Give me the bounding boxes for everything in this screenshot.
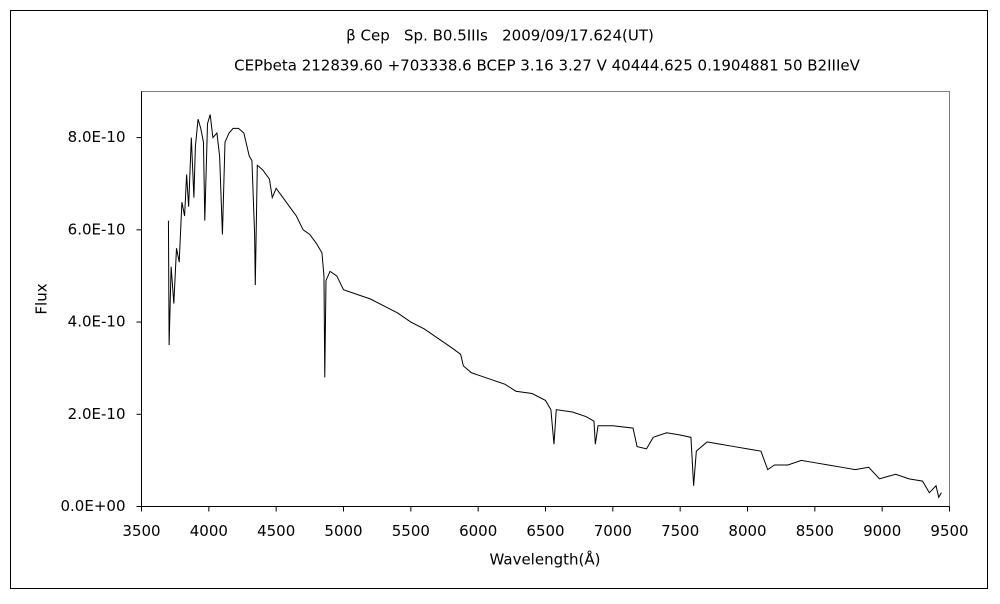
y-tick-label: 2.0E-10 [68, 405, 126, 423]
x-tick-label: 5000 [324, 522, 362, 540]
y-axis-label: Flux [33, 283, 51, 314]
y-tick-label: 0.0E+00 [61, 497, 126, 515]
x-tick-label: 4500 [257, 522, 295, 540]
x-tick-label: 7500 [661, 522, 699, 540]
x-tick-label: 8500 [796, 522, 834, 540]
x-tick-label: 6000 [459, 522, 497, 540]
chart-subtitle: CEPbeta 212839.60 +703338.6 BCEP 3.16 3.… [234, 57, 860, 75]
x-tick-label: 6500 [526, 522, 564, 540]
y-tick-label: 6.0E-10 [68, 220, 126, 238]
x-tick-label: 4000 [190, 522, 228, 540]
x-tick-label: 5500 [392, 522, 430, 540]
x-tick-label: 9500 [930, 522, 968, 540]
x-tick-label: 8000 [728, 522, 766, 540]
spectrum-line [167, 114, 942, 499]
y-tick-label: 4.0E-10 [68, 313, 126, 331]
chart-border [10, 10, 988, 589]
x-tick-label: 7000 [594, 522, 632, 540]
y-tick-label: 8.0E-10 [68, 128, 126, 146]
x-tick-label: 3500 [122, 522, 160, 540]
chart-title: β Cep Sp. B0.5IIIs 2009/09/17.624(UT) [346, 27, 654, 45]
x-axis-label: Wavelength(Å) [490, 550, 601, 569]
x-tick-label: 9000 [863, 522, 901, 540]
